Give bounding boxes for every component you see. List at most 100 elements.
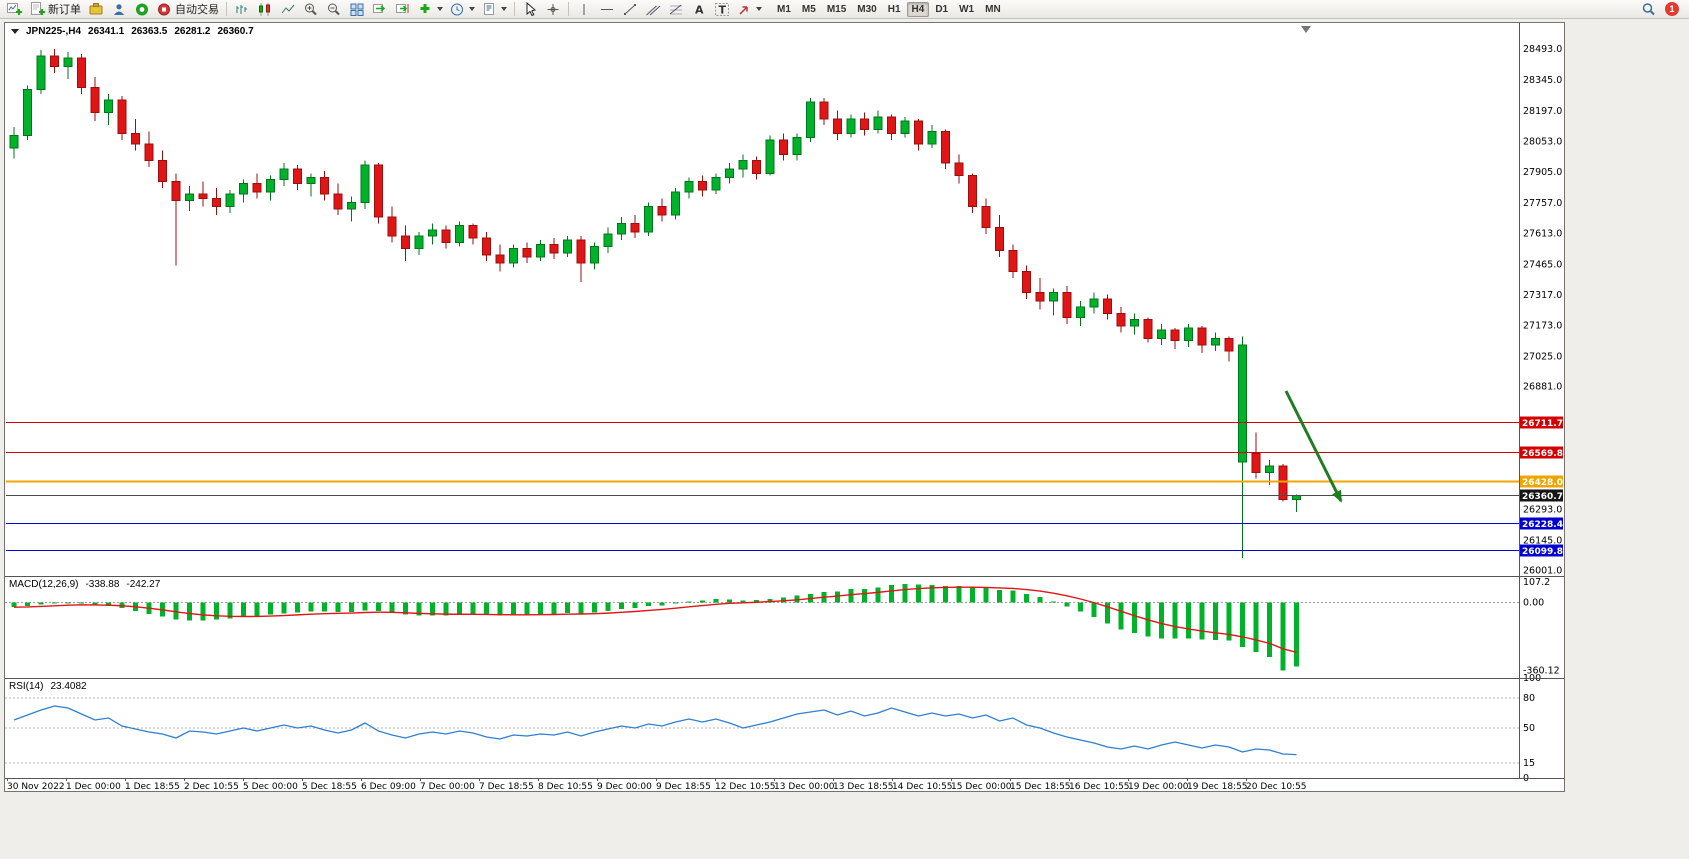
svg-text:27317.0: 27317.0 <box>1523 290 1562 301</box>
cursor-icon <box>526 1 537 16</box>
svg-text:13 Dec 18:55: 13 Dec 18:55 <box>833 782 894 791</box>
time-axis[interactable]: 30 Nov 2022 1 Dec 00:00 1 Dec 18:55 2 Dec 1… <box>7 778 1307 791</box>
svg-text:5 Dec 00:00: 5 Dec 00:00 <box>243 782 298 791</box>
svg-text:26293.0: 26293.0 <box>1523 504 1562 515</box>
svg-text:8 Dec 10:55: 8 Dec 10:55 <box>538 782 593 791</box>
search-button[interactable] <box>1638 1 1660 18</box>
svg-text:0.00: 0.00 <box>1523 597 1544 608</box>
svg-text:20 Dec 10:55: 20 Dec 10:55 <box>1246 782 1307 791</box>
timeframe-button-h4[interactable]: H4 <box>906 1 930 17</box>
new-chart-icon <box>7 2 22 15</box>
zoom-out-button[interactable] <box>323 1 345 18</box>
tile-windows-button[interactable] <box>346 1 368 18</box>
rsi-indicator-label: RSI(14) 23.4082 <box>9 681 87 692</box>
chevron-down-icon <box>501 7 507 11</box>
chevron-down-icon <box>469 7 475 11</box>
chevron-down-icon <box>437 7 443 11</box>
timeframe-button-m5[interactable]: M5 <box>801 3 816 15</box>
timeframe-button-mn[interactable]: MN <box>985 3 1001 15</box>
candlestick-chart-button[interactable] <box>254 1 276 18</box>
community-icon <box>136 3 148 15</box>
chart-shift-button[interactable] <box>392 1 414 18</box>
fibonacci-tool-button[interactable] <box>665 1 687 18</box>
rsi-name: RSI(14) <box>9 681 44 692</box>
chart-window[interactable]: 28493.0 28345.0 28197.0 28053.0 27905.0 27757… <box>4 22 1565 792</box>
autotrading-button[interactable]: 自动交易 <box>154 1 222 18</box>
zoom-in-icon <box>305 3 317 15</box>
rsi-value: 23.4082 <box>50 681 87 692</box>
svg-text:2 Dec 10:55: 2 Dec 10:55 <box>184 782 239 791</box>
horizontal-level-lines[interactable]: 26711.7 26569.8 26428.0 26228.4 26099.8 26360… <box>6 416 1563 558</box>
crosshair-button[interactable] <box>542 1 564 18</box>
timeframe-button-h1[interactable]: H1 <box>887 3 901 15</box>
bar-chart-icon <box>236 4 247 14</box>
chevron-down-icon <box>756 7 762 11</box>
timeframe-toolbar: M1 M5 M15 M30 H1 H4 D1 W1 MN <box>772 1 1006 17</box>
notification-badge[interactable]: 1 <box>1665 2 1679 16</box>
chart-canvas[interactable]: 28493.0 28345.0 28197.0 28053.0 27905.0 27757… <box>5 23 1564 791</box>
svg-text:27905.0: 27905.0 <box>1523 167 1562 178</box>
autotrading-label: 自动交易 <box>175 4 219 16</box>
bar-chart-button[interactable] <box>231 1 253 18</box>
briefcase-icon <box>89 2 103 14</box>
crosshair-icon <box>547 3 559 15</box>
text-label-tool-button[interactable]: T <box>711 1 733 18</box>
svg-text:26569.8: 26569.8 <box>1522 449 1563 459</box>
svg-text:5 Dec 18:55: 5 Dec 18:55 <box>302 782 357 791</box>
line-chart-button[interactable] <box>277 1 299 18</box>
templates-button[interactable] <box>479 1 510 18</box>
svg-text:9 Dec 18:55: 9 Dec 18:55 <box>656 782 711 791</box>
price-axis-labels[interactable]: 28493.0 28345.0 28197.0 28053.0 27905.0 27757… <box>1523 44 1562 576</box>
svg-text:12 Dec 10:55: 12 Dec 10:55 <box>715 782 776 791</box>
ohlc-low: 26281.2 <box>174 26 211 37</box>
text-tool-button[interactable]: A <box>688 1 710 18</box>
svg-text:26228.4: 26228.4 <box>1522 520 1563 530</box>
timeframe-button-m15[interactable]: M15 <box>826 3 847 15</box>
svg-text:7 Dec 00:00: 7 Dec 00:00 <box>420 782 475 791</box>
toolbar-separator <box>226 2 227 16</box>
symbol-info: JPN225-,H4 26341.1 26363.5 26281.2 26360… <box>11 26 254 37</box>
text-icon: A <box>695 3 704 16</box>
svg-text:26428.0: 26428.0 <box>1522 478 1563 488</box>
macd-main-value: -338.88 <box>85 579 120 590</box>
cursor-button[interactable] <box>519 1 541 18</box>
chart-shift-marker[interactable] <box>1301 26 1311 33</box>
zoom-in-button[interactable] <box>300 1 322 18</box>
timeframe-button-m1[interactable]: M1 <box>777 3 791 15</box>
indicators-button[interactable] <box>415 1 446 18</box>
arrows-tool-button[interactable] <box>734 1 765 18</box>
trendline-tool-button[interactable] <box>619 1 641 18</box>
symbol-dropdown-icon[interactable] <box>11 29 19 34</box>
horizontal-line-tool-button[interactable] <box>596 1 618 18</box>
svg-text:28493.0: 28493.0 <box>1523 44 1562 55</box>
trend-arrow-annotation[interactable] <box>1284 390 1343 503</box>
svg-text:A: A <box>695 3 704 16</box>
profiles-button[interactable] <box>108 1 130 18</box>
periods-button[interactable] <box>447 1 478 18</box>
svg-text:7 Dec 18:55: 7 Dec 18:55 <box>479 782 534 791</box>
svg-text:30 Nov 2022: 30 Nov 2022 <box>7 782 65 791</box>
macd-signal-value: -242.27 <box>126 579 161 590</box>
ohlc-close: 26360.7 <box>217 26 254 37</box>
svg-text:107.2: 107.2 <box>1523 577 1550 588</box>
svg-text:27613.0: 27613.0 <box>1523 228 1562 239</box>
symbol-title: JPN225-,H4 <box>26 26 82 37</box>
channel-tool-button[interactable] <box>642 1 664 18</box>
metaeditor-button[interactable] <box>85 1 107 18</box>
search-icon <box>1642 2 1655 15</box>
svg-text:50: 50 <box>1523 723 1535 734</box>
auto-scroll-button[interactable] <box>369 1 391 18</box>
timeframe-button-w1[interactable]: W1 <box>959 3 975 15</box>
community-button[interactable] <box>131 1 153 18</box>
pane-separators <box>5 23 1564 779</box>
timeframe-button-m30[interactable]: M30 <box>857 3 877 15</box>
vertical-line-tool-button[interactable] <box>573 1 595 18</box>
new-order-button[interactable]: 新订单 <box>27 1 84 18</box>
new-chart-button[interactable] <box>4 1 26 18</box>
timeframe-button-d1[interactable]: D1 <box>935 3 949 15</box>
svg-text:T: T <box>719 3 727 16</box>
svg-text:26001.0: 26001.0 <box>1523 566 1562 577</box>
svg-text:26145.0: 26145.0 <box>1523 535 1562 546</box>
